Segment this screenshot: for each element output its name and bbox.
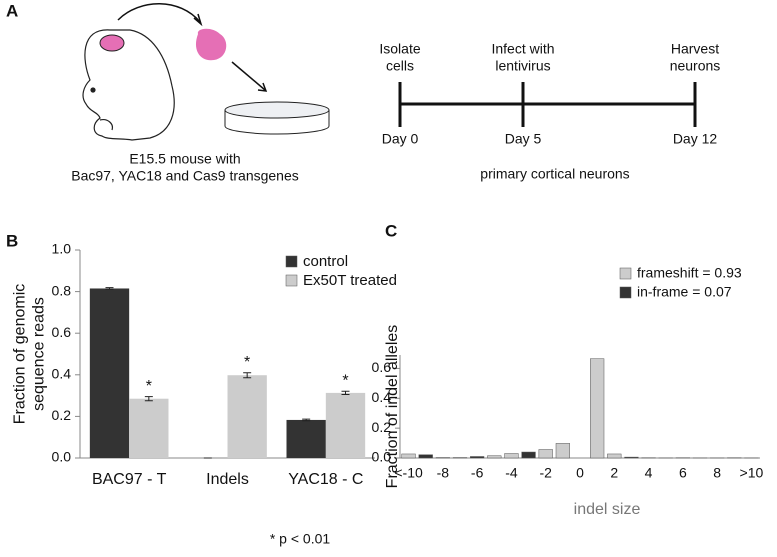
y-tick-label: 0.4 <box>52 366 72 382</box>
x-tick-label: 0 <box>576 465 584 481</box>
arrow <box>118 4 200 22</box>
panel-label: B <box>6 231 18 250</box>
x-tick-label: Indels <box>206 471 249 488</box>
dish <box>225 102 329 134</box>
timeline-event: Harvest <box>671 41 719 57</box>
y-tick-label: 0.8 <box>52 282 72 298</box>
x-tick-label: -6 <box>471 465 484 481</box>
timeline-day: Day 0 <box>382 131 419 147</box>
x-tick-label: 6 <box>679 465 687 481</box>
bar <box>419 455 433 458</box>
y-axis-label: Fraction of genomic <box>12 284 29 425</box>
bar <box>90 288 129 458</box>
panel-label: C <box>385 221 397 240</box>
y-tick-label: 0.6 <box>52 324 72 340</box>
legend-swatch <box>620 268 631 279</box>
bar <box>487 456 501 458</box>
timeline-caption: primary cortical neurons <box>480 166 629 182</box>
bar <box>607 454 621 458</box>
timeline-event: lentivirus <box>495 58 550 74</box>
timeline-event: cells <box>386 58 414 74</box>
y-axis-label: sequence reads <box>31 297 48 411</box>
legend-label: in-frame = 0.07 <box>637 284 732 300</box>
x-tick-label: BAC97 - T <box>92 471 167 488</box>
bar <box>539 449 553 458</box>
timeline-day: Day 5 <box>505 131 542 147</box>
footnote: * p < 0.01 <box>270 531 331 547</box>
brain <box>100 35 124 51</box>
bar <box>470 457 484 458</box>
bar <box>287 420 326 458</box>
legend-swatch <box>620 287 631 298</box>
bar <box>505 454 519 458</box>
mouse-drawing <box>83 30 174 140</box>
mouse-caption: E15.5 mouse with <box>129 151 240 167</box>
legend-label: frameshift = 0.93 <box>637 265 742 281</box>
brain-tissue <box>196 29 226 60</box>
x-tick-label: -2 <box>539 465 552 481</box>
timeline-event: Isolate <box>379 41 420 57</box>
significance: * <box>244 354 250 371</box>
x-tick-label: 4 <box>645 465 653 481</box>
x-tick-label: 2 <box>610 465 618 481</box>
bar <box>228 375 267 458</box>
mouse-caption: Bac97, YAC18 and Cas9 transgenes <box>71 168 299 184</box>
y-tick-label: 0.0 <box>52 449 72 465</box>
bar <box>625 457 639 458</box>
legend-label: Ex50T treated <box>303 272 397 289</box>
y-tick-label: 0.2 <box>52 407 72 423</box>
x-tick-label: -4 <box>505 465 518 481</box>
significance: * <box>146 378 152 395</box>
timeline-event: Infect with <box>491 41 554 57</box>
timeline <box>400 82 695 127</box>
x-tick-label: -8 <box>437 465 450 481</box>
x-tick-label: YAC18 - C <box>288 471 363 488</box>
bar <box>129 399 168 458</box>
legend-swatch <box>286 256 297 267</box>
panel-label: A <box>6 1 18 20</box>
bar <box>402 454 416 458</box>
x-tick-label: <-10 <box>394 465 423 481</box>
y-tick-label: 1.0 <box>52 241 72 257</box>
arrow <box>232 62 265 90</box>
legend-label: control <box>303 253 348 270</box>
bar <box>590 359 604 458</box>
timeline-event: neurons <box>670 58 721 74</box>
timeline-day: Day 12 <box>673 131 718 147</box>
bar <box>522 452 536 458</box>
significance: * <box>342 372 348 389</box>
x-tick-label: >10 <box>740 465 764 481</box>
bar <box>556 443 570 458</box>
legend-swatch <box>286 275 297 286</box>
bar <box>326 393 365 458</box>
x-tick-label: 8 <box>713 465 721 481</box>
x-axis-label: indel size <box>574 501 641 518</box>
